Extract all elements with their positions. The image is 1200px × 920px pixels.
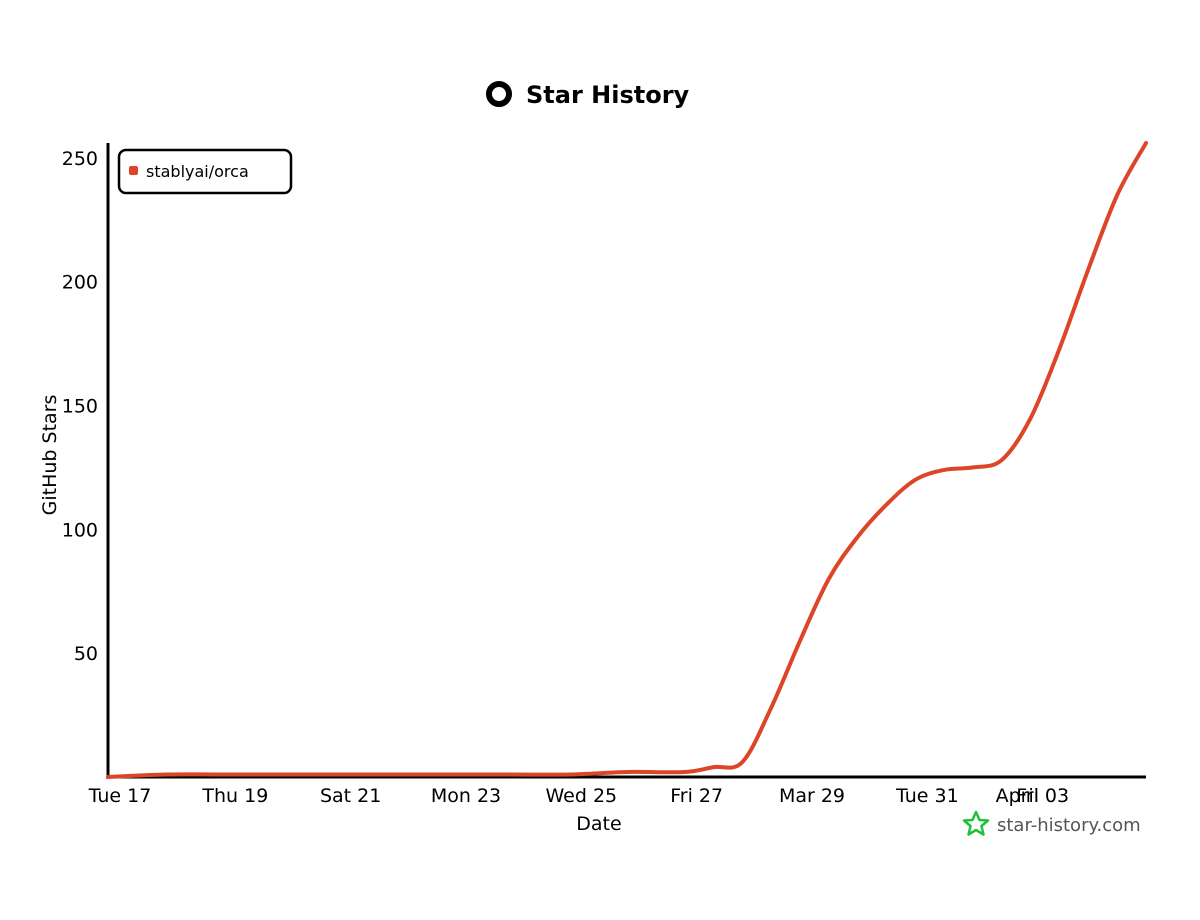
x-ticks: Tue 17 Thu 19 Sat 21 Mon 23 Wed 25 Fri 27 Mar …: [88, 785, 1069, 807]
brand-text: star-history.com: [997, 815, 1141, 836]
y-tick-label: 50: [74, 643, 98, 665]
x-axis-label: Date: [576, 813, 621, 835]
x-tick-label: Wed 25: [546, 785, 618, 807]
series-line-stablyai-orca: [106, 141, 1148, 779]
y-ticks: 50 100 150 200 250: [62, 148, 98, 665]
x-tick-label: Thu 19: [201, 785, 268, 807]
y-tick-label: 150: [62, 396, 98, 418]
x-tick-label: Mon 23: [431, 785, 501, 807]
chart-title-text: Star History: [526, 81, 690, 109]
legend-swatch: [129, 166, 138, 175]
y-axis-label: GitHub Stars: [39, 395, 61, 516]
y-tick-label: 250: [62, 148, 98, 170]
logo-icon: [486, 81, 512, 107]
legend-box: [117, 148, 293, 195]
brand-watermark: star-history.com: [962, 810, 1141, 836]
x-tick-label: Tue 31: [895, 785, 959, 807]
x-tick-label: Fri 27: [670, 785, 723, 807]
x-tick-label: April: [996, 785, 1039, 807]
x-tick-label: Tue 17: [88, 785, 152, 807]
chart-title: Star History: [486, 81, 690, 109]
star-icon: [962, 810, 990, 836]
y-tick-label: 100: [62, 519, 98, 541]
x-tick-label: Fri 03: [1016, 785, 1069, 807]
legend-label: stablyai/orca: [146, 162, 249, 181]
legend: stablyai/orca: [117, 148, 293, 195]
y-tick-label: 200: [62, 272, 98, 294]
x-tick-label: Sat 21: [320, 785, 381, 807]
x-tick-label: Mar 29: [779, 785, 845, 807]
